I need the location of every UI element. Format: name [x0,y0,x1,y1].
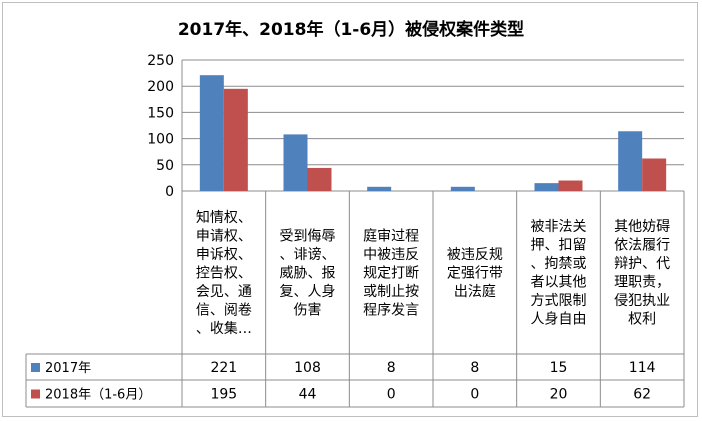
category-label: 规定打断 [363,264,419,281]
category-label: 中被违反 [363,247,419,263]
category-label: 定强行带 [447,265,503,281]
y-tick-label: 0 [165,184,174,200]
data-label: 114 [629,360,656,376]
category-label: 申诉权、 [196,247,252,263]
bar [642,158,667,191]
category-label: 者以其他 [531,275,587,291]
data-label: 0 [387,387,396,403]
category-label: 申请权、 [196,228,252,244]
legend-swatch [31,363,40,372]
category-label: 被违反规 [447,247,503,263]
category-label: 权利 [628,312,656,328]
bar [283,134,308,191]
data-label: 8 [470,360,479,376]
category-label: 知情权、 [196,209,252,226]
data-label: 20 [550,387,568,403]
y-tick-label: 100 [147,132,174,148]
category-label: 押、扣留 [531,238,587,254]
y-tick-label: 150 [147,105,174,121]
chart-title: 2017年、2018年（1-6月）被侵权案件类型 [178,19,524,40]
category-label: 被非法关 [531,219,587,235]
chart-frame [2,2,698,417]
data-label: 221 [210,360,237,376]
category-label: 程序发言 [363,302,419,318]
category-label: 或制止按 [363,284,419,300]
data-label: 44 [299,387,317,403]
category-label: 复、人身 [280,283,336,300]
bar [307,167,332,191]
legend-label: 2017年 [45,361,91,376]
data-label: 15 [550,360,568,376]
bar [223,88,248,191]
y-tick-label: 200 [147,79,174,95]
bar [618,131,643,191]
category-label: 信、阅卷 [196,302,252,318]
bar [450,186,475,191]
category-label: 会见、通 [196,284,252,300]
category-label: 方式限制 [531,293,587,309]
category-label: 侵犯执业 [614,292,670,309]
plot-area: 050100150200250知情权、申请权、申诉权、控告权、会见、通信、阅卷、… [25,53,685,408]
y-tick-label: 50 [156,158,174,174]
category-label: 伤害 [294,302,322,318]
category-label: 庭审过程 [363,227,419,244]
category-label: 威胁、报 [280,265,336,281]
category-label: 人身自由 [531,312,587,328]
category-label: 控告权、 [196,265,252,281]
category-label: 辩护、代 [614,256,670,272]
legend-label: 2018年（1-6月） [45,388,151,403]
category-label: 、拘禁或 [531,256,587,272]
category-label: 、收集… [196,320,252,337]
data-label: 195 [210,387,237,403]
data-label: 62 [633,387,651,403]
category-label: 依法履行 [614,238,670,254]
category-label: 、诽谤、 [280,246,336,263]
y-tick-label: 250 [147,53,174,69]
category-label: 其他妨碍 [614,219,670,235]
category-label: 出法庭 [454,283,496,300]
data-label: 108 [294,360,321,376]
bar [558,180,583,191]
data-label: 0 [470,387,479,403]
legend-swatch [31,389,40,399]
bar [199,75,224,191]
bar [534,183,559,191]
data-label: 8 [387,360,396,376]
bar [367,186,392,191]
category-label: 受到侮辱 [280,228,336,244]
category-label: 理职责， [614,275,670,291]
